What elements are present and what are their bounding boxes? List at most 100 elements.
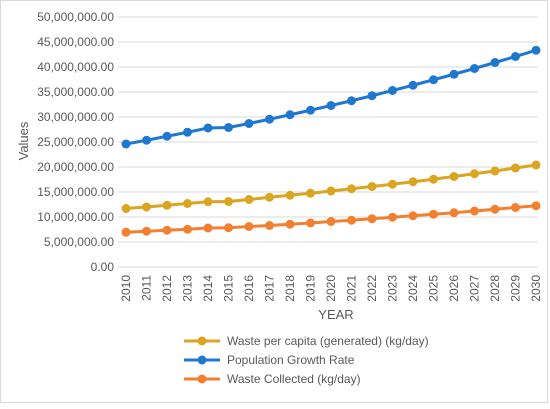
y-tick-label: 0.00	[91, 260, 115, 274]
data-point	[183, 127, 192, 137]
x-tick-label: 2016	[242, 275, 256, 302]
x-tick-label: 2011	[140, 275, 154, 301]
data-point	[224, 197, 233, 206]
data-point	[388, 86, 397, 95]
x-tick-label: 2013	[181, 275, 195, 302]
y-tick-label: 15,000,000.00	[37, 185, 114, 199]
data-point	[470, 206, 479, 216]
data-point	[511, 52, 520, 61]
legend-label: Waste Collected (kg/day)	[227, 372, 361, 386]
data-point	[285, 190, 295, 200]
data-point	[347, 96, 356, 106]
data-point	[121, 227, 131, 237]
data-point	[326, 101, 336, 110]
data-point	[142, 202, 151, 212]
data-point	[449, 172, 459, 181]
data-point	[162, 131, 172, 141]
legend-swatch-marker	[197, 355, 207, 365]
data-point	[306, 218, 315, 228]
data-point	[162, 225, 172, 235]
x-axis-label: YEAR	[318, 307, 353, 322]
series-lines	[121, 45, 541, 237]
data-point	[490, 166, 500, 176]
data-point	[265, 114, 274, 124]
x-axis-ticks: 2010 2011 2012 2013 2014 2015 2016 2017 2018 2019…	[119, 275, 543, 302]
y-axis-label: Values	[16, 121, 31, 160]
x-tick-label: 2021	[345, 275, 359, 302]
series-3	[121, 201, 541, 237]
data-point	[511, 203, 520, 212]
data-point	[224, 123, 233, 132]
data-point	[203, 123, 213, 133]
data-point	[388, 179, 397, 189]
data-point	[265, 192, 274, 202]
legend-item: Waste Collected (kg/day)	[184, 372, 361, 386]
data-point	[142, 226, 151, 236]
data-point	[306, 188, 315, 198]
data-point	[490, 204, 500, 214]
legend-label: Waste per capita (generated) (kg/day)	[227, 334, 429, 348]
data-point	[470, 169, 479, 179]
legend-label: Population Growth Rate	[227, 353, 355, 367]
data-point	[531, 45, 541, 55]
data-point	[203, 223, 213, 233]
y-tick-label: 45,000,000.00	[37, 35, 114, 49]
data-point	[285, 219, 295, 229]
data-point	[408, 177, 418, 187]
x-tick-label: 2012	[160, 275, 174, 302]
data-point	[347, 215, 356, 225]
legend: Waste per capita (generated) (kg/day) Pop…	[184, 334, 429, 386]
legend-item: Waste per capita (generated) (kg/day)	[184, 334, 429, 348]
x-tick-label: 2026	[447, 275, 461, 302]
y-tick-label: 40,000,000.00	[37, 60, 114, 74]
x-tick-label: 2027	[468, 275, 482, 302]
data-point	[347, 184, 356, 194]
data-point	[203, 197, 213, 207]
data-point	[162, 200, 172, 210]
data-point	[367, 182, 377, 191]
data-point	[244, 195, 254, 204]
x-tick-label: 2010	[119, 275, 133, 302]
y-tick-label: 5,000,000.00	[44, 235, 114, 249]
series-1	[121, 160, 541, 213]
data-point	[224, 223, 233, 233]
data-point	[470, 64, 479, 73]
data-point	[183, 224, 192, 234]
x-tick-label: 2030	[529, 275, 543, 302]
data-point	[244, 222, 254, 231]
data-point	[326, 217, 336, 226]
x-tick-label: 2029	[509, 275, 523, 302]
data-point	[531, 160, 541, 170]
data-point	[326, 186, 336, 196]
x-tick-label: 2015	[222, 275, 236, 302]
y-tick-label: 10,000,000.00	[37, 210, 114, 224]
data-point	[121, 204, 131, 213]
series-2	[121, 45, 541, 149]
x-tick-label: 2019	[304, 275, 318, 302]
data-point	[408, 211, 418, 221]
data-point	[429, 75, 438, 85]
y-tick-label: 25,000,000.00	[37, 135, 114, 149]
x-tick-label: 2020	[324, 275, 338, 302]
data-point	[531, 201, 541, 211]
x-tick-label: 2017	[263, 275, 277, 302]
x-tick-label: 2024	[406, 275, 420, 302]
x-tick-label: 2023	[386, 275, 400, 302]
data-point	[429, 174, 438, 184]
data-point	[408, 80, 418, 90]
x-tick-label: 2014	[201, 275, 215, 302]
y-axis-ticks: 0.00 5,000,000.00 10,000,000.00 15,000,000.…	[37, 10, 114, 274]
x-tick-label: 2018	[283, 275, 297, 302]
y-tick-label: 35,000,000.00	[37, 85, 114, 99]
x-tick-label: 2028	[488, 275, 502, 302]
data-point	[449, 69, 459, 79]
legend-swatch-marker	[197, 374, 207, 384]
y-tick-label: 30,000,000.00	[37, 110, 114, 124]
data-point	[429, 209, 438, 219]
data-point	[449, 208, 459, 218]
y-tick-label: 20,000,000.00	[37, 160, 114, 174]
data-point	[183, 199, 192, 208]
data-point	[511, 163, 520, 173]
